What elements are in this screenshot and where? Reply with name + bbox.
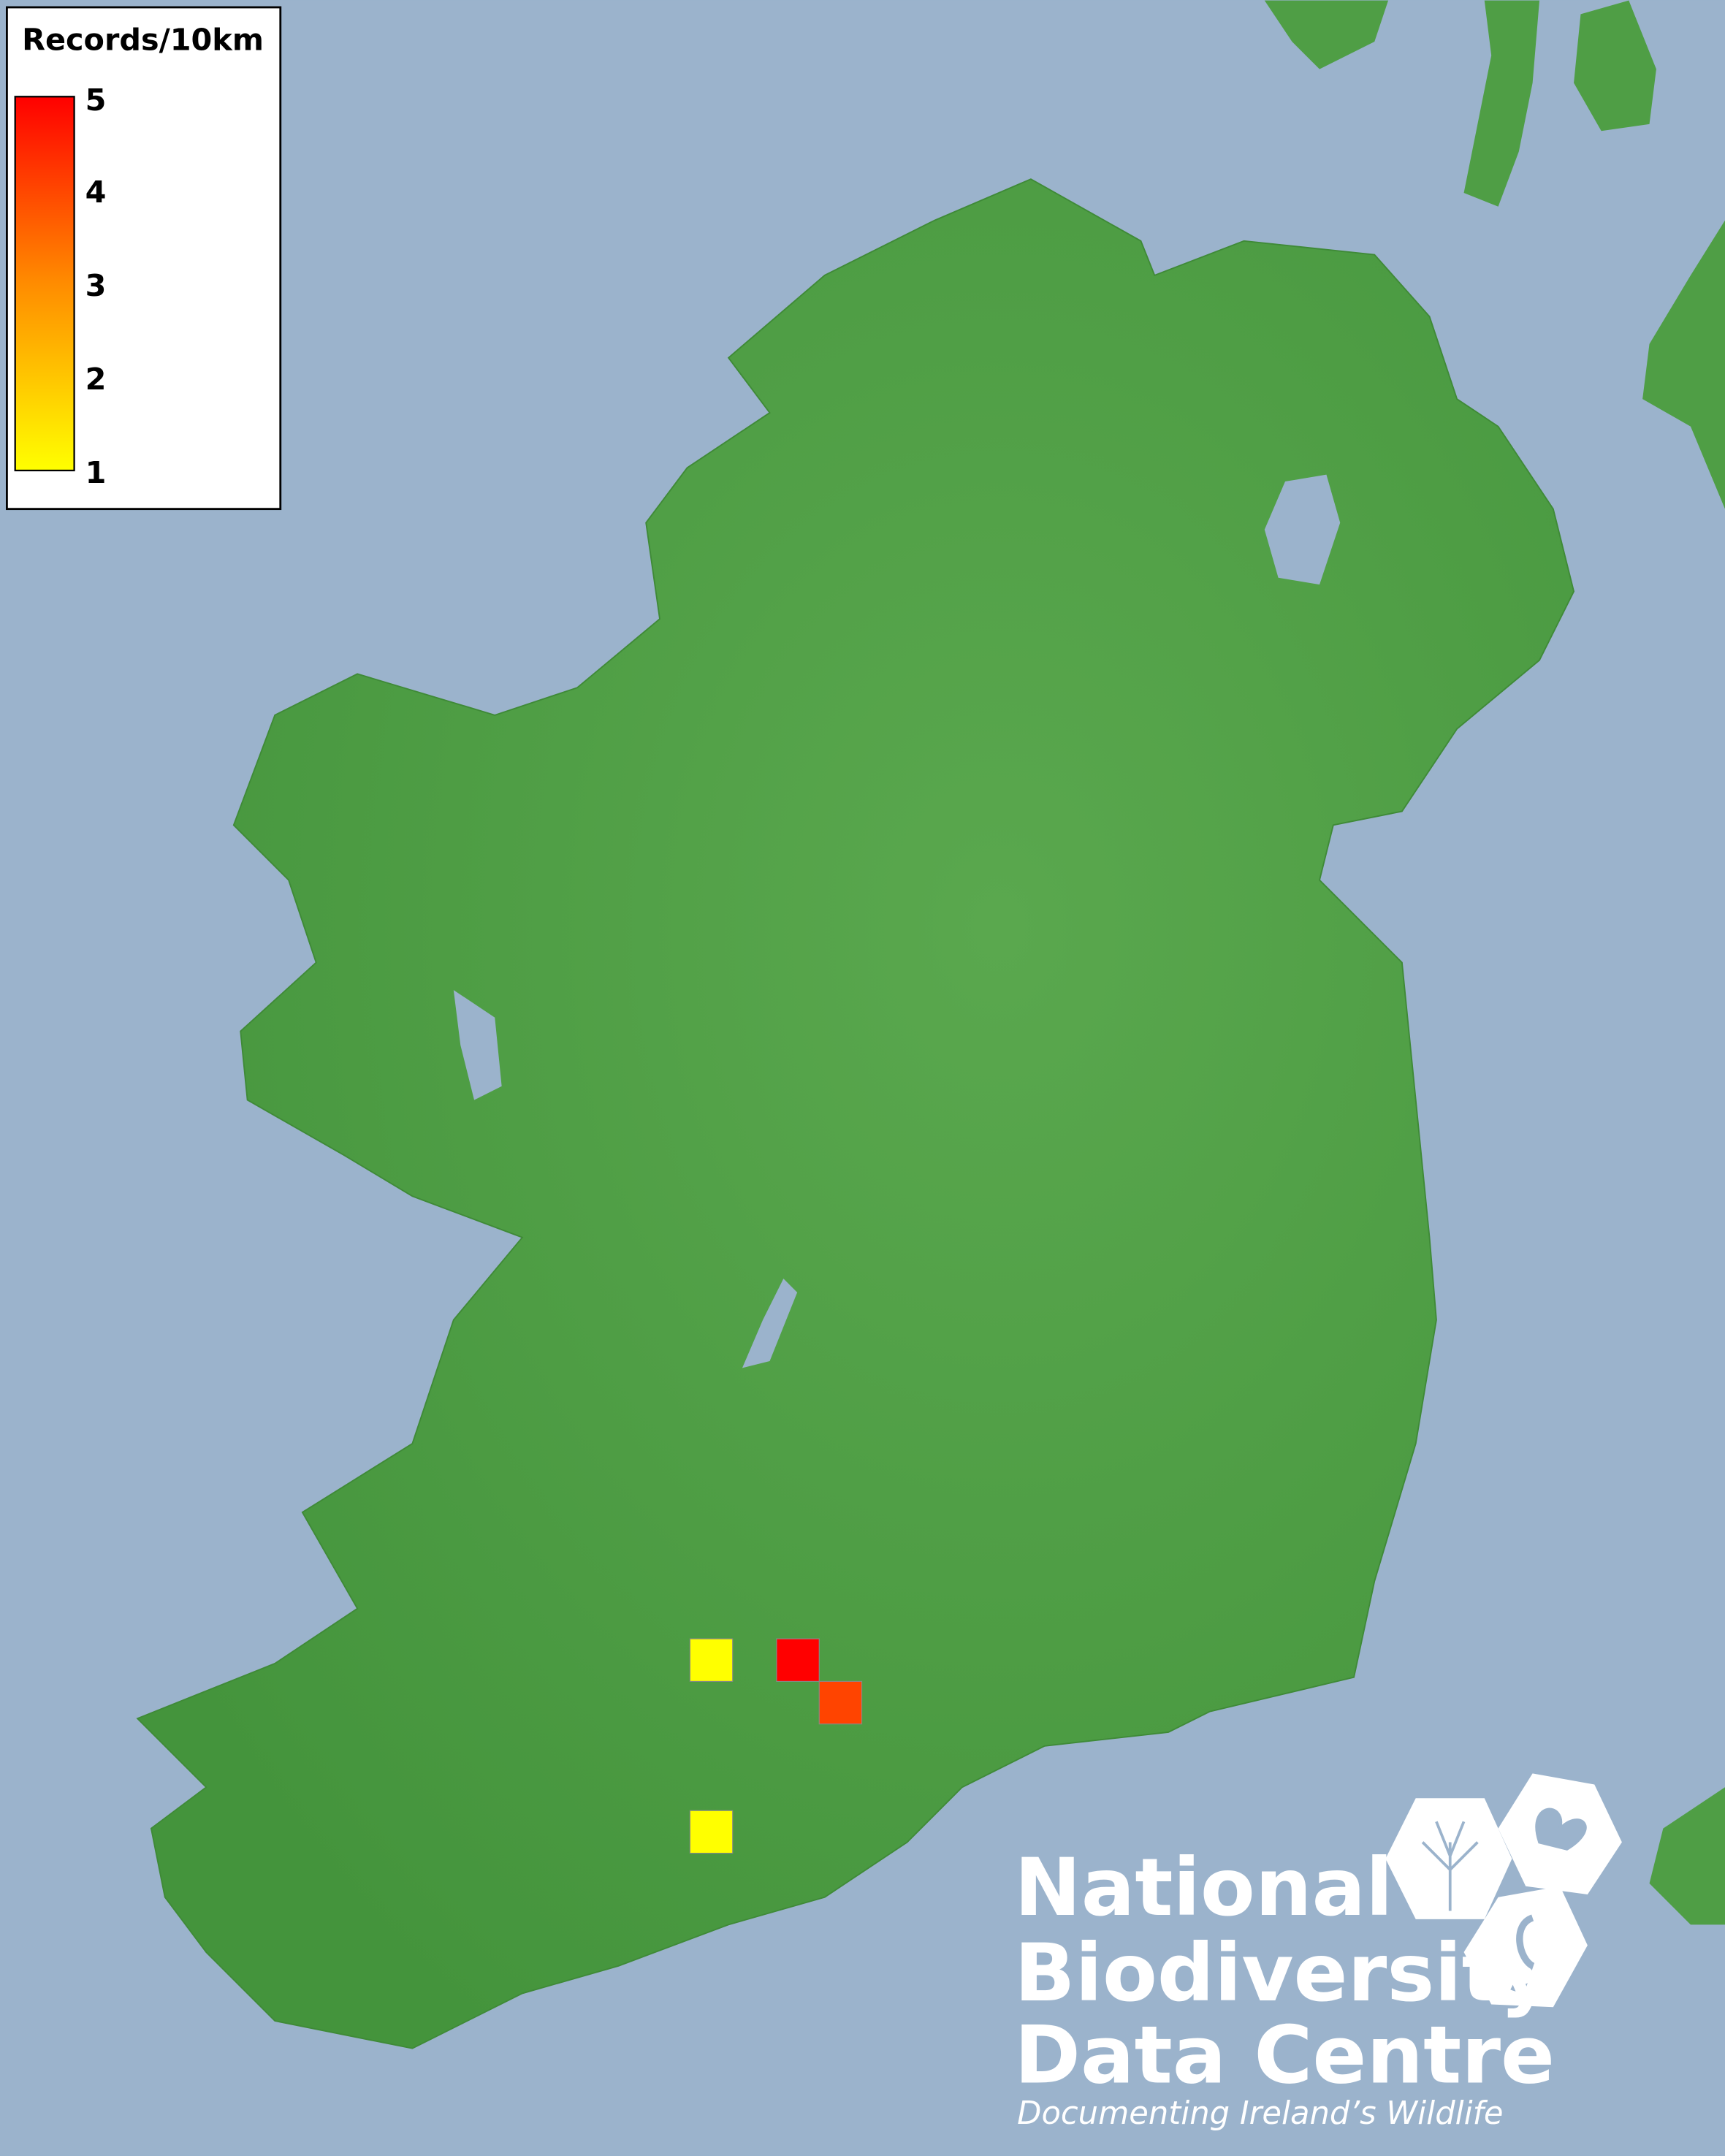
scotland-island <box>1574 0 1656 132</box>
scotland-island <box>1264 0 1389 69</box>
legend-tick-1: 1 <box>85 455 107 490</box>
records-layer <box>689 1638 863 1854</box>
legend-tick-2: 2 <box>85 362 107 397</box>
scotland-mainland <box>1642 220 1725 509</box>
lough-corrib <box>453 990 502 1100</box>
logo-line-data-centre: Data Centre <box>1014 2009 1555 2102</box>
logo-line-biodiversity: Biodiversity <box>1014 1927 1552 2019</box>
record-square-value-1 <box>689 1810 734 1854</box>
record-square-value-4 <box>818 1680 863 1725</box>
legend-title: Records/10km <box>22 22 264 57</box>
record-square-value-1 <box>689 1638 734 1682</box>
wales-coast <box>1649 1787 1725 1925</box>
record-square-value-5 <box>776 1638 820 1682</box>
logo-tagline: Documenting Ireland’s Wildlife <box>1017 2095 1503 2132</box>
legend-tick-4: 4 <box>85 175 107 210</box>
scotland-island <box>1463 0 1540 207</box>
lough-derg <box>742 1279 798 1368</box>
seahorse-hexagon-icon <box>1463 1886 1588 2008</box>
legend-tick-3: 3 <box>85 268 107 303</box>
legend: Records/10km 5 4 3 2 1 <box>5 6 282 511</box>
lough-neagh <box>1264 474 1341 585</box>
logo-line-national: National <box>1014 1841 1393 1934</box>
nbdc-logo: National Biodiversity Data Centre Docume… <box>1014 1773 1622 2132</box>
ireland-landmass <box>136 178 1575 2049</box>
legend-color-ramp <box>14 96 75 472</box>
legend-tick-5: 5 <box>85 83 107 118</box>
